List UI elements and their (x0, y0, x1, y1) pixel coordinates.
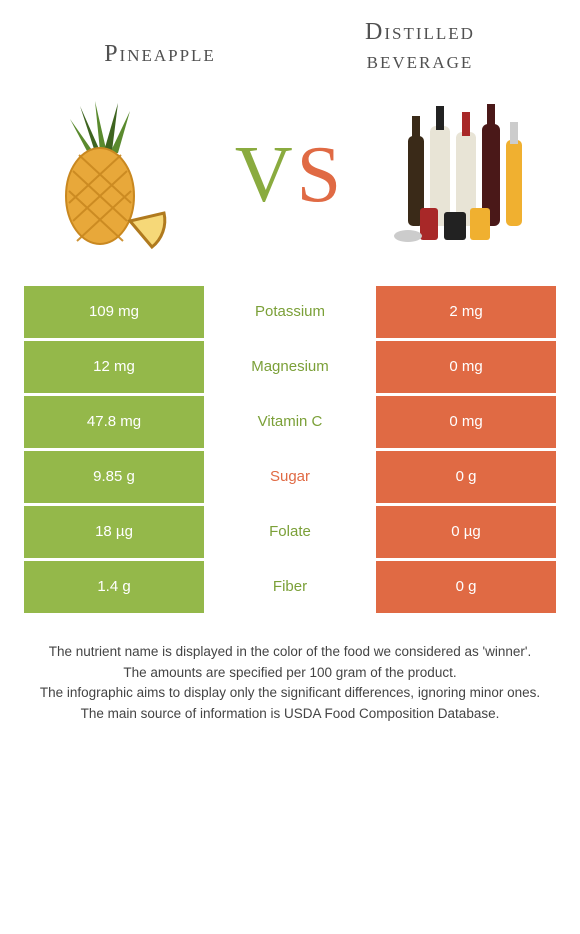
title-right-line1: Distilled (365, 19, 475, 45)
table-row: 1.4 gFiber0 g (24, 561, 556, 613)
value-right: 0 g (376, 451, 556, 503)
nutrient-label: Fiber (204, 561, 376, 613)
value-right: 0 mg (376, 341, 556, 393)
nutrient-label: Sugar (204, 451, 376, 503)
value-left: 18 µg (24, 506, 204, 558)
nutrient-table: 109 mgPotassium2 mg12 mgMagnesium0 mg47.… (0, 286, 580, 613)
footer-line-1: The nutrient name is displayed in the co… (24, 642, 556, 663)
footer-line-3: The infographic aims to display only the… (24, 683, 556, 704)
table-row: 109 mgPotassium2 mg (24, 286, 556, 338)
value-left: 1.4 g (24, 561, 204, 613)
vs-v: V (235, 131, 297, 219)
pineapple-image (30, 86, 190, 266)
value-left: 9.85 g (24, 451, 204, 503)
footer-line-4: The main source of information is USDA F… (24, 704, 556, 725)
nutrient-label: Potassium (204, 286, 376, 338)
value-left: 109 mg (24, 286, 204, 338)
table-row: 12 mgMagnesium0 mg (24, 341, 556, 393)
nutrient-label: Magnesium (204, 341, 376, 393)
nutrient-label: Vitamin C (204, 396, 376, 448)
title-right-line2: beverage (367, 48, 474, 74)
value-left: 12 mg (24, 341, 204, 393)
value-left: 47.8 mg (24, 396, 204, 448)
value-right: 0 g (376, 561, 556, 613)
footer-notes: The nutrient name is displayed in the co… (0, 616, 580, 726)
vs-label: VS (235, 130, 345, 221)
value-right: 0 µg (376, 506, 556, 558)
footer-line-2: The amounts are specified per 100 gram o… (24, 663, 556, 684)
title-distilled-beverage: Distilled beverage (290, 18, 550, 76)
table-row: 9.85 gSugar0 g (24, 451, 556, 503)
value-right: 0 mg (376, 396, 556, 448)
vs-s: S (297, 131, 346, 219)
title-pineapple: Pineapple (30, 18, 290, 69)
table-row: 47.8 mgVitamin C0 mg (24, 396, 556, 448)
table-row: 18 µgFolate0 µg (24, 506, 556, 558)
nutrient-label: Folate (204, 506, 376, 558)
value-right: 2 mg (376, 286, 556, 338)
distilled-beverage-image (390, 86, 550, 266)
